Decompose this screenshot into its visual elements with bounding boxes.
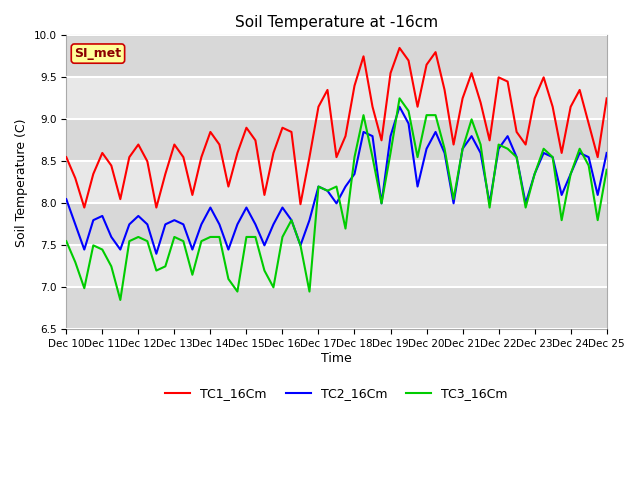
Text: SI_met: SI_met — [74, 47, 122, 60]
TC3_16Cm — [63, 238, 70, 244]
TC1_16Cm — [198, 154, 205, 160]
TC1_16Cm — [260, 192, 268, 198]
TC3_16Cm — [198, 238, 205, 244]
Bar — [67, 120, 607, 161]
TC1_16Cm — [549, 104, 557, 109]
TC2_16Cm — [63, 196, 70, 202]
TC3_16Cm — [396, 96, 403, 101]
Bar — [67, 161, 607, 204]
TC2_16Cm — [180, 221, 188, 227]
Y-axis label: Soil Temperature (C): Soil Temperature (C) — [15, 118, 28, 247]
Legend: TC1_16Cm, TC2_16Cm, TC3_16Cm: TC1_16Cm, TC2_16Cm, TC3_16Cm — [161, 383, 513, 406]
TC1_16Cm — [603, 96, 611, 101]
TC2_16Cm — [360, 129, 367, 135]
Bar — [67, 77, 607, 120]
TC2_16Cm — [152, 251, 160, 257]
Line: TC1_16Cm: TC1_16Cm — [67, 48, 607, 207]
Line: TC3_16Cm: TC3_16Cm — [67, 98, 607, 300]
TC1_16Cm — [81, 204, 88, 210]
TC2_16Cm — [549, 154, 557, 160]
Title: Soil Temperature at -16cm: Soil Temperature at -16cm — [235, 15, 438, 30]
TC1_16Cm — [360, 53, 367, 59]
TC2_16Cm — [603, 150, 611, 156]
TC1_16Cm — [63, 154, 70, 160]
TC1_16Cm — [396, 45, 403, 51]
Bar — [67, 36, 607, 77]
TC3_16Cm — [603, 167, 611, 173]
TC3_16Cm — [360, 112, 367, 118]
TC3_16Cm — [549, 154, 557, 160]
TC1_16Cm — [404, 58, 412, 63]
Bar — [67, 204, 607, 245]
TC3_16Cm — [180, 238, 188, 244]
TC3_16Cm — [260, 268, 268, 274]
Bar — [67, 245, 607, 288]
TC3_16Cm — [404, 108, 412, 114]
TC2_16Cm — [404, 120, 412, 126]
TC2_16Cm — [396, 104, 403, 109]
Bar — [67, 288, 607, 329]
TC2_16Cm — [198, 221, 205, 227]
X-axis label: Time: Time — [321, 352, 352, 365]
TC1_16Cm — [180, 154, 188, 160]
TC3_16Cm — [116, 297, 124, 303]
TC2_16Cm — [260, 242, 268, 248]
Line: TC2_16Cm: TC2_16Cm — [67, 107, 607, 254]
